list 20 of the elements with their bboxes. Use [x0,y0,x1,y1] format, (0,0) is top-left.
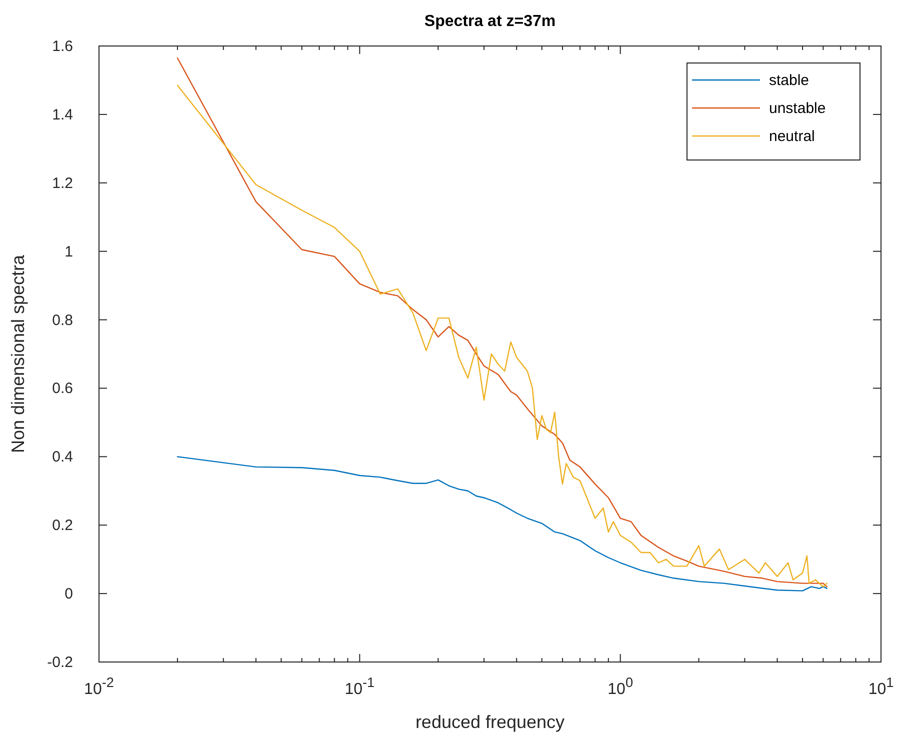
legend-label: stable [769,72,810,89]
y-tick-label: 0 [64,586,73,603]
y-tick-label: 1 [64,243,73,260]
x-tick-label: 10$^{-2}$ [84,674,114,698]
y-tick-label: 1.4 [52,106,73,124]
y-tick-label: 0.8 [52,312,73,329]
y-tick-label: 0.2 [52,517,73,534]
y-axis-title: Non dimensional spectra [8,254,28,454]
x-tick-label: 10$^{0}$ [608,674,634,698]
y-tick-label: -0.2 [47,654,73,671]
legend-label: neutral [769,128,815,145]
y-tick-label: 1.6 [52,38,73,55]
x-tick-label: 10$^{-1}$ [344,674,375,698]
x-axis-title: reduced frequency [415,712,565,732]
y-tick-label: 1.2 [52,174,73,192]
y-tick-label: 0.4 [52,448,73,466]
chart-title: Spectra at z=37m [424,13,556,30]
y-tick-label: 0.6 [52,380,73,398]
legend-label: unstable [769,100,826,117]
x-tick-label: 10$^{1}$ [868,674,894,698]
